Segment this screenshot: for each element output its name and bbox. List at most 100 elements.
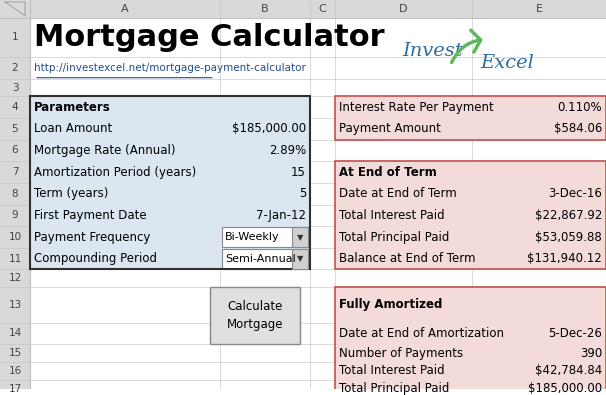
Text: 3: 3 bbox=[12, 83, 18, 92]
Text: Number of Payments: Number of Payments bbox=[339, 346, 463, 359]
Text: C: C bbox=[319, 4, 327, 14]
Bar bbox=[0, 183, 30, 205]
Text: Invest: Invest bbox=[402, 42, 462, 60]
Text: Mortgage Calculator: Mortgage Calculator bbox=[34, 23, 385, 52]
Text: Loan Amount: Loan Amount bbox=[34, 122, 112, 135]
Text: Term (years): Term (years) bbox=[34, 187, 108, 200]
Text: 13: 13 bbox=[8, 300, 22, 310]
Text: 12: 12 bbox=[8, 273, 22, 283]
Text: Calculate
Mortgage: Calculate Mortgage bbox=[227, 300, 283, 331]
Bar bbox=[0, 161, 30, 183]
Text: 7-Jan-12: 7-Jan-12 bbox=[256, 209, 306, 222]
Text: Date at End of Amortization: Date at End of Amortization bbox=[339, 327, 504, 340]
Text: Total Interest Paid: Total Interest Paid bbox=[339, 209, 445, 222]
Text: 4: 4 bbox=[12, 102, 18, 112]
Text: B: B bbox=[261, 4, 269, 14]
Text: E: E bbox=[536, 4, 542, 14]
Bar bbox=[0, 18, 30, 57]
Text: At End of Term: At End of Term bbox=[339, 166, 437, 179]
Text: D: D bbox=[399, 4, 408, 14]
Text: Excel: Excel bbox=[481, 54, 534, 72]
Bar bbox=[0, 362, 30, 380]
Text: Mortgage Rate (Annual): Mortgage Rate (Annual) bbox=[34, 144, 176, 157]
Text: $53,059.88: $53,059.88 bbox=[535, 231, 602, 244]
Text: 0.110%: 0.110% bbox=[558, 101, 602, 114]
Text: 6: 6 bbox=[12, 145, 18, 156]
Text: Fully Amortized: Fully Amortized bbox=[339, 298, 442, 311]
Text: 14: 14 bbox=[8, 328, 22, 339]
Text: 11: 11 bbox=[8, 254, 22, 264]
Bar bbox=[292, 249, 308, 269]
Bar bbox=[0, 248, 30, 269]
Text: Amortization Period (years): Amortization Period (years) bbox=[34, 166, 196, 179]
Text: First Payment Date: First Payment Date bbox=[34, 209, 147, 222]
Text: $22,867.92: $22,867.92 bbox=[534, 209, 602, 222]
Text: 15: 15 bbox=[291, 166, 306, 179]
Bar bbox=[292, 227, 308, 247]
Text: $42,784.84: $42,784.84 bbox=[534, 364, 602, 377]
Bar bbox=[0, 118, 30, 140]
Text: 5: 5 bbox=[12, 124, 18, 134]
Bar bbox=[0, 79, 30, 96]
Bar bbox=[335, 287, 606, 395]
Text: 16: 16 bbox=[8, 366, 22, 376]
Text: http://investexcel.net/mortgage-payment-calculator: http://investexcel.net/mortgage-payment-… bbox=[34, 63, 306, 73]
Bar bbox=[0, 323, 30, 344]
Text: Payment Amount: Payment Amount bbox=[339, 122, 441, 135]
Text: Interest Rate Per Payment: Interest Rate Per Payment bbox=[339, 101, 494, 114]
Text: Total Principal Paid: Total Principal Paid bbox=[339, 231, 450, 244]
Text: Total Interest Paid: Total Interest Paid bbox=[339, 364, 445, 377]
Bar bbox=[335, 96, 606, 140]
Text: Date at End of Term: Date at End of Term bbox=[339, 187, 457, 200]
Text: 17: 17 bbox=[8, 384, 22, 393]
Text: $584.06: $584.06 bbox=[554, 122, 602, 135]
Text: Compounding Period: Compounding Period bbox=[34, 252, 157, 265]
Bar bbox=[0, 0, 30, 18]
Bar bbox=[0, 0, 606, 18]
Bar bbox=[335, 161, 606, 269]
Bar bbox=[335, 161, 606, 269]
Bar bbox=[292, 227, 308, 247]
Bar bbox=[292, 249, 308, 269]
Text: 2.89%: 2.89% bbox=[268, 144, 306, 157]
Text: Parameters: Parameters bbox=[34, 101, 111, 114]
Text: ▼: ▼ bbox=[297, 233, 303, 241]
Text: 8: 8 bbox=[12, 189, 18, 199]
Text: 15: 15 bbox=[8, 348, 22, 358]
Bar bbox=[30, 96, 310, 269]
Text: $131,940.12: $131,940.12 bbox=[527, 252, 602, 265]
Text: Semi-Annual: Semi-Annual bbox=[225, 254, 296, 264]
Text: 2: 2 bbox=[12, 63, 18, 73]
Bar bbox=[335, 287, 606, 395]
Bar bbox=[0, 344, 30, 362]
Bar bbox=[30, 96, 310, 269]
Text: $185,000.00: $185,000.00 bbox=[528, 382, 602, 395]
Text: 390: 390 bbox=[580, 346, 602, 359]
Text: Total Principal Paid: Total Principal Paid bbox=[339, 382, 450, 395]
FancyArrowPatch shape bbox=[451, 30, 481, 62]
Bar bbox=[0, 269, 30, 287]
Bar bbox=[0, 226, 30, 248]
FancyBboxPatch shape bbox=[222, 227, 308, 247]
Text: Balance at End of Term: Balance at End of Term bbox=[339, 252, 476, 265]
Text: 1: 1 bbox=[12, 32, 18, 42]
Text: $185,000.00: $185,000.00 bbox=[232, 122, 306, 135]
Bar bbox=[0, 380, 30, 395]
Text: ▼: ▼ bbox=[297, 254, 303, 263]
Text: 3-Dec-16: 3-Dec-16 bbox=[548, 187, 602, 200]
FancyBboxPatch shape bbox=[210, 287, 300, 344]
Text: A: A bbox=[121, 4, 129, 14]
Text: Bi-Weekly: Bi-Weekly bbox=[225, 232, 279, 242]
Bar bbox=[0, 140, 30, 161]
Text: Payment Frequency: Payment Frequency bbox=[34, 231, 150, 244]
Bar bbox=[0, 96, 30, 118]
Text: 7: 7 bbox=[12, 167, 18, 177]
Text: 10: 10 bbox=[8, 232, 22, 242]
Bar bbox=[0, 287, 30, 323]
FancyBboxPatch shape bbox=[222, 249, 308, 269]
Text: 5-Dec-26: 5-Dec-26 bbox=[548, 327, 602, 340]
Text: 9: 9 bbox=[12, 211, 18, 220]
Bar bbox=[0, 205, 30, 226]
Bar bbox=[335, 96, 606, 140]
Text: 5: 5 bbox=[299, 187, 306, 200]
